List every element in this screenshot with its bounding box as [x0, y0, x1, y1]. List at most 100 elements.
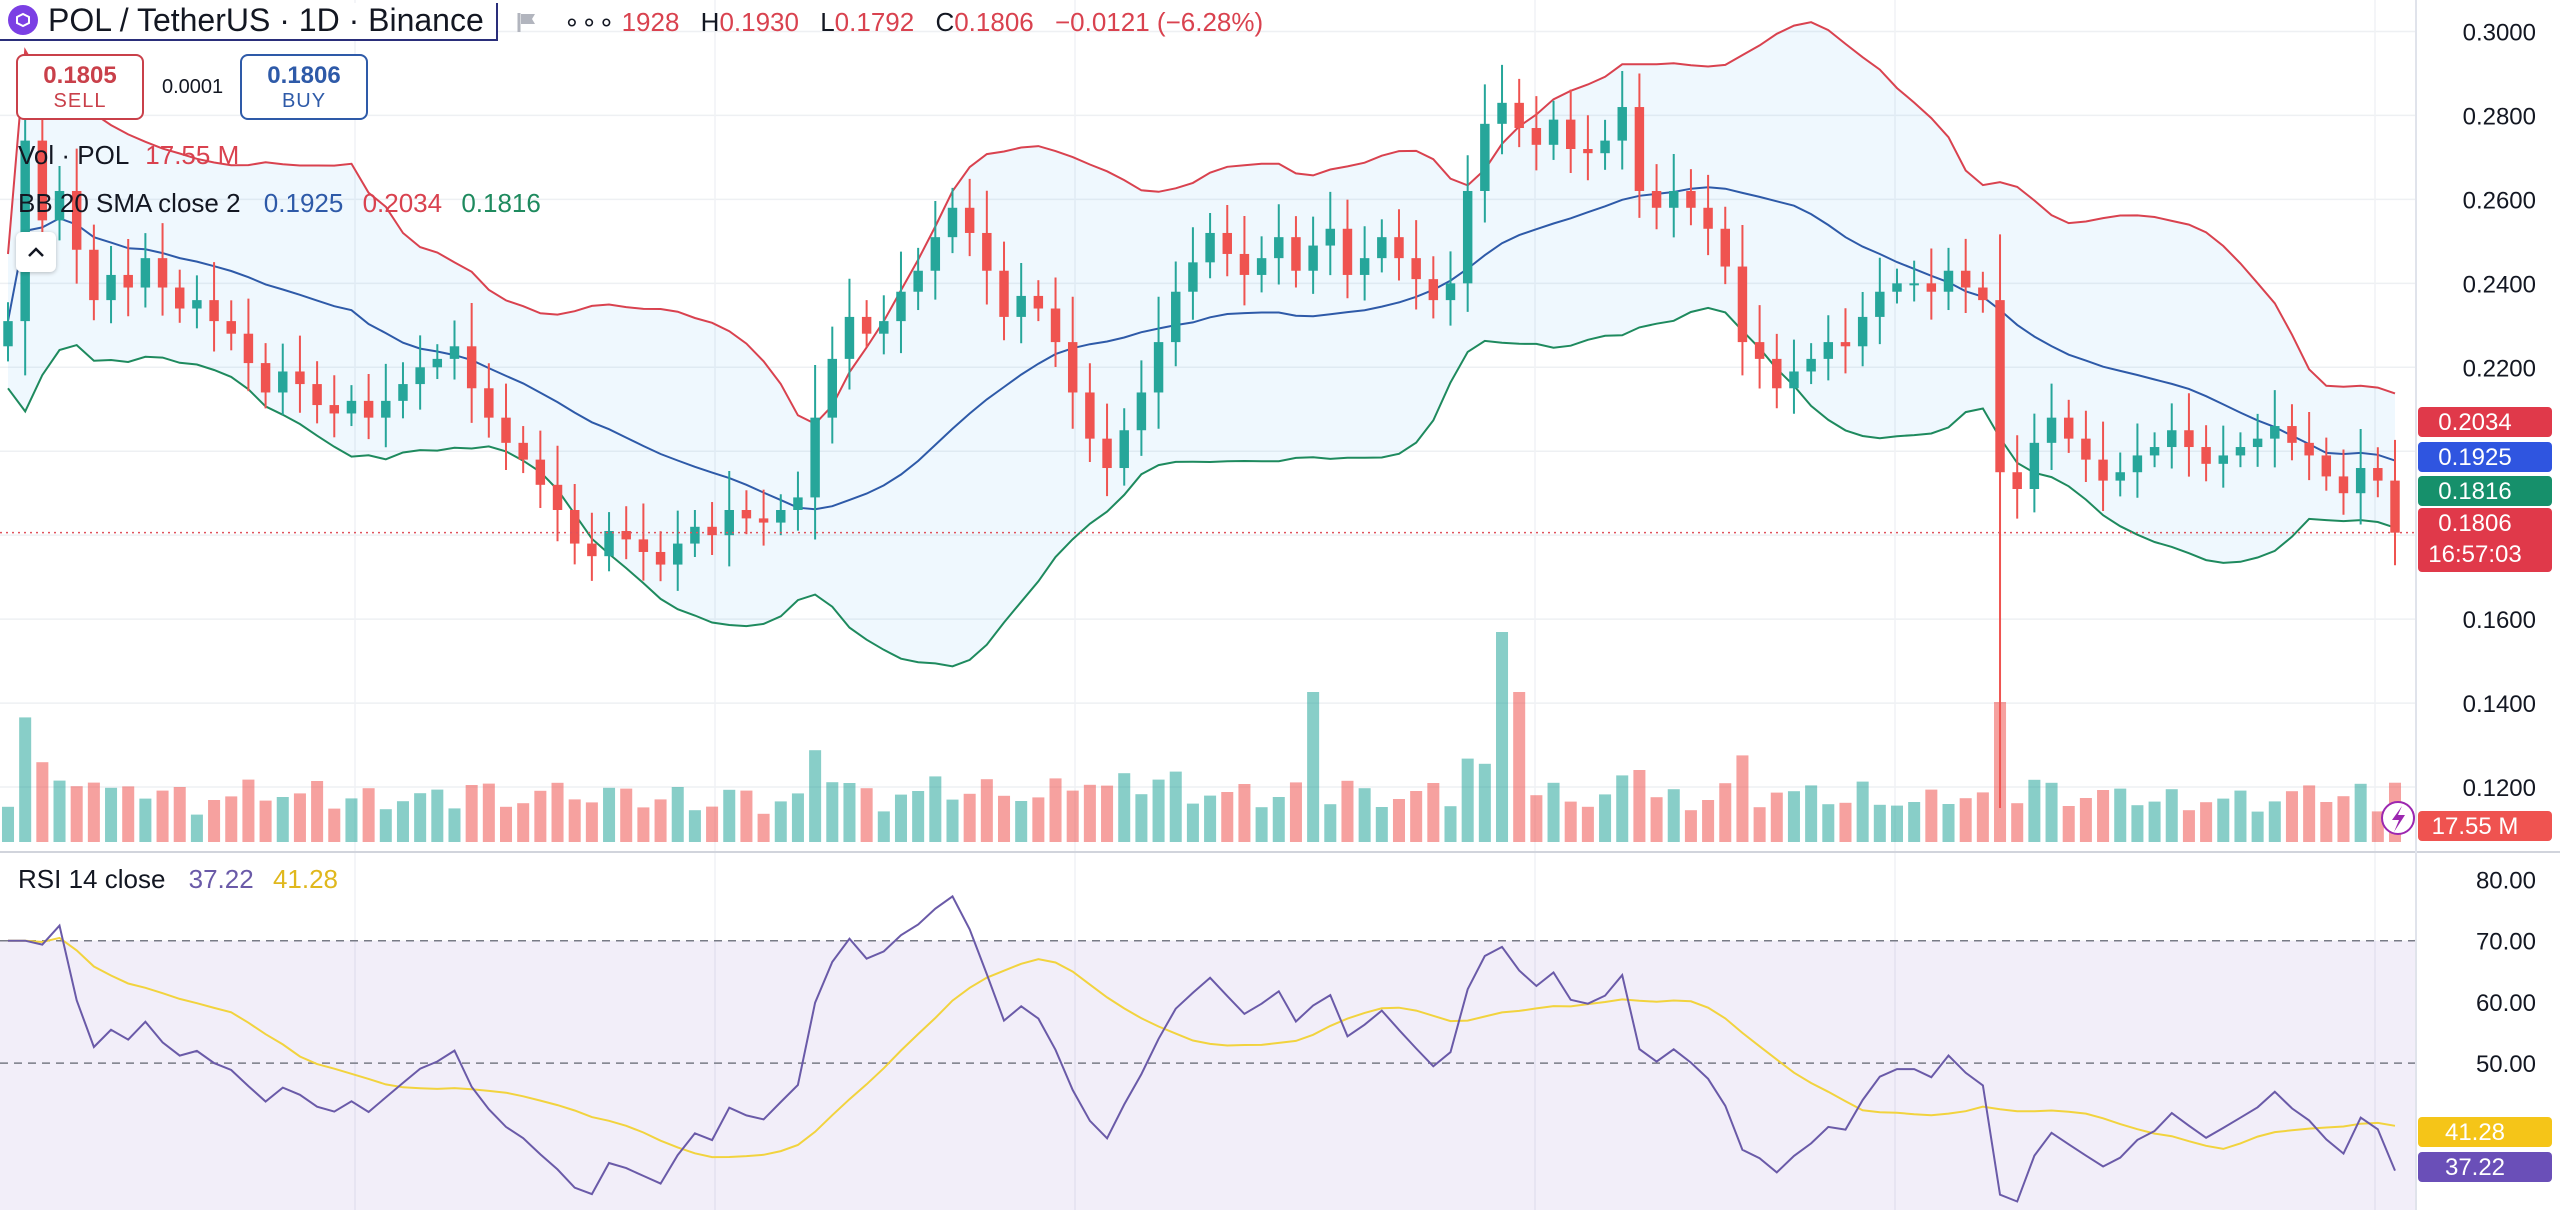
volume-bar: [1358, 788, 1371, 842]
candle-body: [1875, 291, 1885, 317]
volume-bar: [1770, 792, 1783, 842]
bb-lower-tag: 0.1816: [2438, 478, 2511, 505]
volume-bar: [706, 806, 719, 842]
volume-bar: [637, 807, 650, 842]
candle-body: [569, 510, 580, 544]
candle-body: [2252, 438, 2263, 448]
volume-bar: [1152, 779, 1165, 842]
candle-body: [827, 358, 838, 418]
symbol-selector[interactable]: POL / TetherUS · 1D · Binance: [0, 2, 498, 41]
bb-basis-tag: 0.1925: [2438, 444, 2511, 471]
candle-body: [2355, 468, 2366, 494]
volume-bar: [2148, 801, 2161, 842]
volume-bar: [105, 787, 118, 842]
bollinger-legend[interactable]: BB 20 SMA close 2 0.1925 0.2034 0.1816: [18, 188, 541, 218]
candle-body: [2149, 447, 2160, 456]
volume-bar: [2114, 788, 2127, 842]
volume-bar: [293, 793, 306, 842]
volume-bar: [1684, 810, 1697, 842]
candle-body: [501, 417, 511, 443]
flag-icon[interactable]: [516, 11, 538, 33]
candle-body: [1462, 190, 1473, 284]
volume-bar: [826, 782, 839, 842]
volume-bar: [276, 797, 289, 842]
ohlc-values: 1928 H0.1930 L0.1792 C0.1806 −0.0121 (−6…: [621, 6, 1264, 37]
candle-body: [1789, 371, 1799, 389]
rsi-legend[interactable]: RSI 14 close 37.22 41.28: [18, 864, 339, 894]
volume-bar: [1272, 797, 1285, 842]
volume-bar: [1461, 758, 1474, 842]
candle-body: [381, 400, 391, 418]
more-icon[interactable]: ∘∘∘: [563, 6, 616, 37]
volume-bar: [2268, 801, 2281, 842]
volume-bar: [1255, 807, 1268, 842]
candle-body: [861, 316, 872, 334]
close-value: 0.1806: [954, 6, 1034, 37]
candle-body: [278, 371, 288, 393]
candle-body: [1823, 342, 1834, 359]
high-value: 0.1930: [719, 6, 799, 37]
volume-bar: [431, 789, 444, 842]
price-tick-label: 0.1600: [2463, 607, 2536, 634]
volume-bar: [1839, 802, 1852, 842]
candle-body: [638, 539, 649, 552]
buy-button[interactable]: 0.1806 BUY: [240, 54, 368, 120]
candle-body: [2201, 447, 2211, 464]
rsi-tick-label: 50.00: [2476, 1051, 2536, 1078]
candle-body: [2132, 455, 2143, 473]
volume-bar: [1856, 781, 1869, 842]
volume-bar: [1633, 770, 1646, 842]
volume-bar: [843, 783, 856, 842]
price-tick-label: 0.2400: [2463, 271, 2536, 298]
candle-body: [1239, 253, 1250, 275]
sell-button[interactable]: 0.1805 SELL: [16, 54, 144, 120]
rsi-tick-label: 60.00: [2476, 990, 2536, 1017]
price-tick-label: 0.1400: [2463, 691, 2536, 718]
volume-legend[interactable]: Vol · POL 17.55 M: [18, 140, 240, 170]
candle-body: [896, 291, 906, 322]
candle-body: [398, 384, 408, 401]
candle-body: [2063, 417, 2074, 439]
candle-body: [1274, 237, 1284, 259]
candle-body: [947, 207, 958, 238]
spread-value: 0.0001: [162, 75, 224, 98]
candle-body: [1978, 287, 1988, 301]
candle-body: [2081, 438, 2091, 460]
volume-bar: [2182, 810, 2195, 842]
volume-bar: [259, 800, 272, 842]
rsi-tag-bg: [2418, 1152, 2552, 1182]
volume-bar: [1066, 790, 1079, 842]
volume-bar: [2337, 796, 2350, 842]
volume-bar: [208, 800, 221, 842]
candle-body: [2012, 472, 2022, 490]
volume-bar: [1942, 804, 1955, 842]
volume-bar: [534, 790, 547, 842]
candle-body: [415, 367, 425, 385]
candle-body: [1531, 128, 1542, 145]
volume-bar: [1324, 804, 1337, 842]
volume-bar: [963, 793, 976, 842]
candle-body: [964, 207, 975, 233]
volume-bar: [2217, 798, 2230, 842]
candle-body: [209, 300, 219, 322]
volume-bar: [1513, 692, 1526, 842]
candle-body: [1411, 258, 1421, 280]
volume-bar: [1101, 785, 1114, 842]
price-candles: [0, 64, 2415, 809]
candle-body: [724, 510, 734, 536]
candle-body: [2235, 447, 2246, 456]
candle-body: [552, 484, 563, 510]
rsi-tag: 37.22: [2445, 1154, 2505, 1181]
price-axis[interactable]: 0.3000 0.2800 0.2600 0.2400 0.2200 0.1600 0.14…: [2463, 19, 2536, 1078]
candle-body: [1634, 107, 1645, 191]
volume-bar: [1616, 775, 1629, 842]
collapse-legend-button[interactable]: [16, 232, 56, 272]
chart-header: POL / TetherUS · 1D · Binance ∘∘∘ 1928 H…: [0, 0, 1277, 44]
volume-bar: [603, 787, 616, 842]
volume-bar: [1667, 789, 1680, 842]
change-value: −0.0121 (−6.28%): [1054, 6, 1264, 37]
bb-basis-tag-bg: [2418, 442, 2552, 472]
volume-bar: [1564, 801, 1577, 842]
volume-bar: [1805, 785, 1818, 842]
